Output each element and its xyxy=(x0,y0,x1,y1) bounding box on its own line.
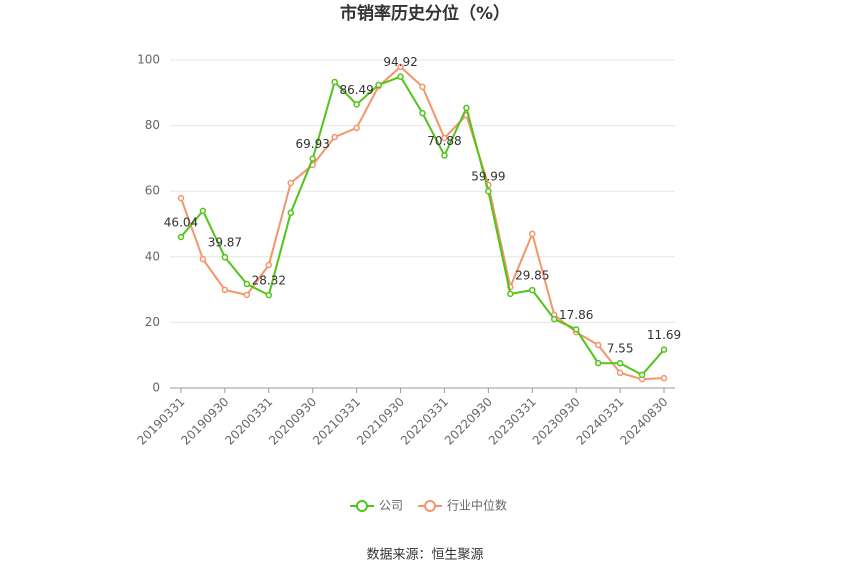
point xyxy=(243,291,251,299)
data-label: 70.88 xyxy=(427,134,461,148)
point xyxy=(660,346,668,353)
point xyxy=(331,133,338,141)
point xyxy=(419,109,426,117)
point xyxy=(441,134,448,142)
point xyxy=(463,104,470,112)
x-tick-label: 20240830 xyxy=(618,395,671,448)
y-tick-label: 80 xyxy=(145,118,160,132)
legend-label: 公司 xyxy=(379,499,403,513)
data-label: 11.69 xyxy=(647,328,681,342)
point xyxy=(572,326,580,333)
point xyxy=(353,124,360,132)
point xyxy=(309,155,316,162)
y-tick-label: 100 xyxy=(137,53,160,67)
point xyxy=(507,290,514,298)
line xyxy=(180,75,665,377)
point xyxy=(660,374,668,382)
y-tick-label: 40 xyxy=(145,249,160,263)
point xyxy=(638,371,646,379)
y-tick-label: 60 xyxy=(145,184,160,198)
point xyxy=(353,101,360,108)
chart-title: 市销率历史分位（%） xyxy=(340,3,510,24)
data-label: 39.87 xyxy=(208,236,242,250)
data-label: 59.99 xyxy=(471,170,505,184)
data-label: 69.93 xyxy=(296,137,330,151)
data-label: 46.04 xyxy=(164,215,198,229)
source: 数据来源：恒生聚源 xyxy=(366,548,483,563)
data-label: 17.86 xyxy=(559,308,593,322)
point xyxy=(287,179,295,187)
point xyxy=(441,152,448,159)
data-label: 7.55 xyxy=(607,342,634,356)
legend-marker xyxy=(424,500,436,512)
point xyxy=(594,341,602,349)
point xyxy=(550,315,558,323)
point xyxy=(221,286,229,294)
point xyxy=(375,81,382,89)
point xyxy=(265,261,273,269)
point xyxy=(287,209,295,217)
point xyxy=(199,207,207,215)
point xyxy=(616,359,624,367)
point xyxy=(397,73,404,80)
point xyxy=(616,369,624,377)
legend-marker xyxy=(356,500,368,512)
data-label: 86.49 xyxy=(339,83,373,97)
point xyxy=(221,253,229,261)
point xyxy=(265,291,273,299)
y-tick-label: 0 xyxy=(152,381,160,395)
legend-label: 行业中位数 xyxy=(447,498,507,513)
point xyxy=(397,63,404,71)
y-tick-label: 20 xyxy=(145,315,160,329)
data-label: 28.32 xyxy=(252,274,286,288)
data-label: 94.92 xyxy=(383,55,417,69)
point xyxy=(177,233,185,241)
point xyxy=(529,230,536,238)
point xyxy=(485,187,492,195)
point xyxy=(199,255,207,263)
point xyxy=(177,194,185,202)
point xyxy=(419,83,426,91)
data-label: 29.85 xyxy=(515,269,549,283)
point xyxy=(243,280,251,288)
point xyxy=(594,359,602,367)
point xyxy=(331,78,338,86)
point xyxy=(529,286,536,294)
